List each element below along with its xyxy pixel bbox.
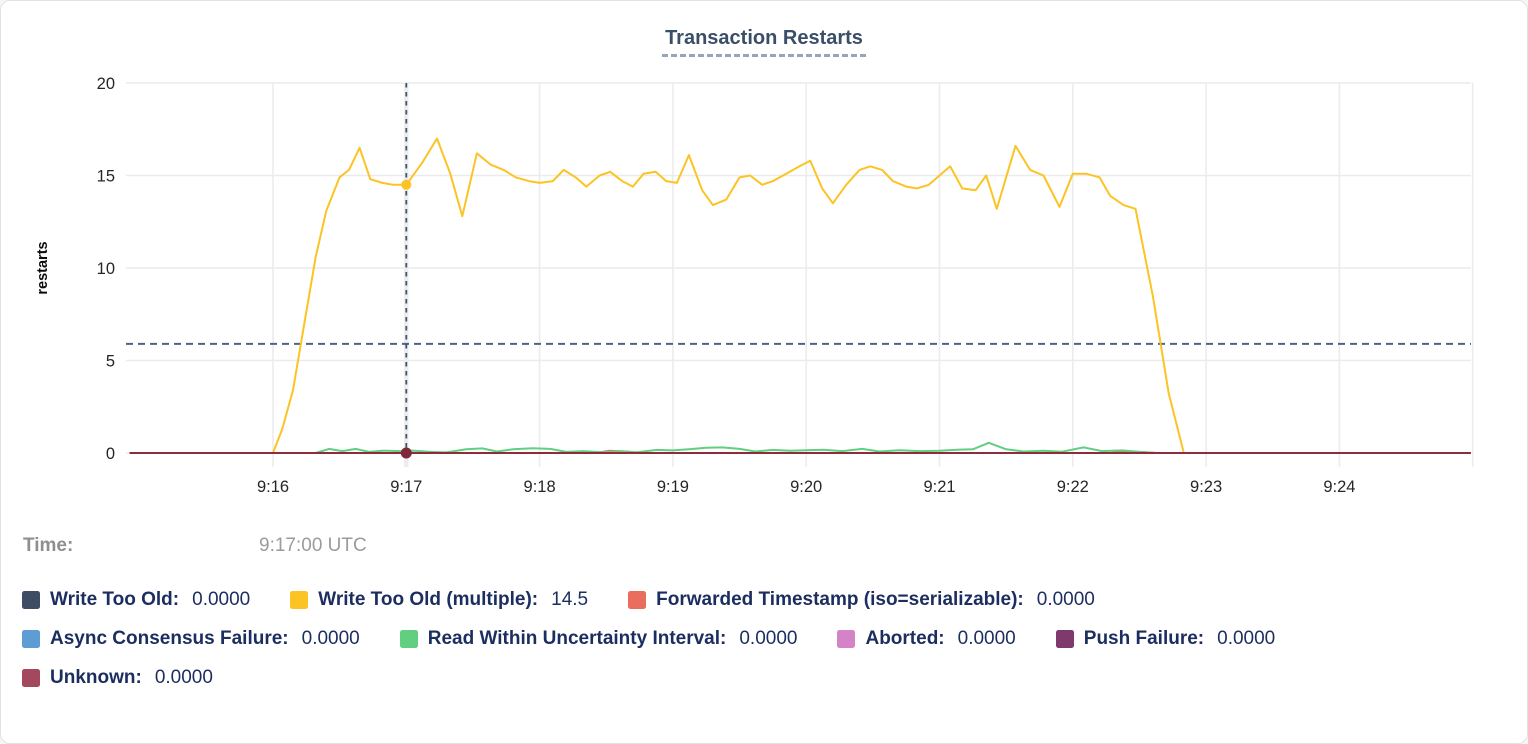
axis-labels: 0 5 10 15 20 9:16 9:17 9:18 9:19 9:20 9:21 9:22 9:23…: [35, 75, 1355, 496]
legend-color-swatch: [837, 630, 856, 648]
chart-title[interactable]: Transaction Restarts: [662, 27, 866, 57]
legend-item-label: Write Too Old (multiple):: [318, 589, 539, 610]
y-tick-label: 10: [97, 260, 115, 278]
y-tick-label: 0: [106, 445, 115, 463]
x-tick-label: 9:18: [524, 478, 556, 496]
legend-color-swatch: [290, 591, 309, 609]
time-label: Time:: [23, 535, 74, 556]
legend-row: Write Too Old: 0.0000 Write Too Old (multi…: [22, 589, 1511, 611]
x-tick-label: 9:24: [1323, 478, 1355, 496]
x-tick-label: 9:17: [390, 478, 422, 496]
legend-item-unknown[interactable]: Unknown: 0.0000: [22, 667, 213, 689]
legend-item-write-too-old[interactable]: Write Too Old: 0.0000: [22, 589, 250, 611]
legend-item-label: Forwarded Timestamp (iso=serializable):: [656, 589, 1024, 610]
legend-item-value: 0.0000: [739, 628, 798, 649]
x-tick-label: 9:19: [657, 478, 689, 496]
legend-item-label: Async Consensus Failure:: [50, 628, 289, 649]
legend-color-swatch: [628, 591, 647, 609]
x-tick-label: 9:21: [923, 478, 955, 496]
y-tick-label: 5: [106, 353, 115, 371]
chart-plot-area[interactable]: 0 5 10 15 20 9:16 9:17 9:18 9:19 9:20 9:21 9:22 9:23…: [1, 1, 1528, 521]
legend-item-label: Push Failure:: [1083, 628, 1205, 649]
legend-item-aborted[interactable]: Aborted: 0.0000: [837, 628, 1016, 650]
legend-item-value: 0.0000: [301, 628, 360, 649]
legend-color-swatch: [399, 630, 418, 648]
y-axis-title: restarts: [35, 241, 51, 294]
time-value: 9:17:00 UTC: [259, 535, 367, 556]
legend-item-value: 0.0000: [192, 589, 251, 610]
x-tick-label: 9:20: [790, 478, 822, 496]
legend-item-value: 0.0000: [154, 667, 213, 688]
legend-item-async-consensus-failure[interactable]: Async Consensus Failure: 0.0000: [22, 628, 360, 650]
legend-item-label: Read Within Uncertainty Interval:: [427, 628, 727, 649]
legend-color-swatch: [1055, 630, 1074, 648]
legend-item-value: 0.0000: [1036, 589, 1095, 610]
legend-item-write-too-old-multiple[interactable]: Write Too Old (multiple): 14.5: [290, 589, 588, 611]
y-tick-label: 20: [97, 75, 115, 93]
legend-item-push-failure[interactable]: Push Failure: 0.0000: [1055, 628, 1276, 650]
gridlines: [126, 82, 1474, 467]
y-tick-label: 15: [97, 168, 115, 186]
x-tick-label: 9:23: [1190, 478, 1222, 496]
legend-row: Async Consensus Failure: 0.0000 Read Withi…: [22, 628, 1511, 650]
legend-item-value: 14.5: [551, 589, 589, 610]
chart-legend: Write Too Old: 0.0000 Write Too Old (multi…: [22, 589, 1511, 706]
legend-item-label: Unknown:: [50, 667, 142, 688]
chart-title-wrap: Transaction Restarts: [1, 27, 1527, 57]
x-tick-label: 9:22: [1057, 478, 1089, 496]
legend-item-label: Write Too Old:: [50, 589, 180, 610]
legend-item-forwarded-timestamp[interactable]: Forwarded Timestamp (iso=serializable): 0…: [628, 589, 1095, 611]
series-line-write-too-old-multiple: [272, 137, 1185, 454]
x-tick-label: 9:16: [257, 478, 289, 496]
legend-item-value: 0.0000: [957, 628, 1016, 649]
hover-dot: [400, 447, 412, 459]
legend-item-label: Aborted:: [865, 628, 945, 649]
hover-dot: [401, 179, 412, 190]
legend-item-read-within-uncertainty-interval[interactable]: Read Within Uncertainty Interval: 0.0000: [399, 628, 798, 650]
legend-color-swatch: [22, 630, 40, 648]
legend-color-swatch: [22, 591, 40, 609]
legend-item-value: 0.0000: [1217, 628, 1276, 649]
legend-row: Unknown: 0.0000: [22, 667, 1511, 689]
hover-time-row: Time: 9:17:00 UTC: [23, 535, 367, 557]
series-line-read-within-uncertainty-interval: [314, 441, 1158, 454]
legend-color-swatch: [22, 669, 40, 687]
